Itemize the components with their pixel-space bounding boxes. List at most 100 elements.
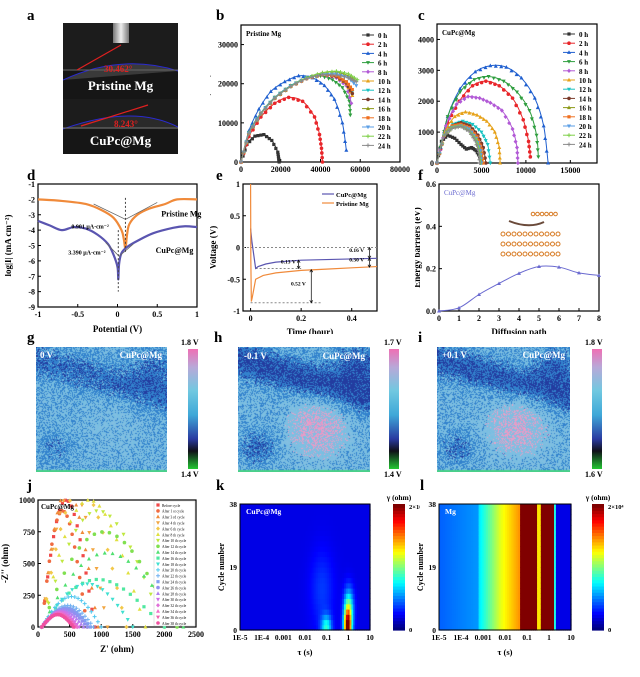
heatmap-cell xyxy=(347,588,351,594)
heatmap-cell xyxy=(514,624,517,631)
heatmap-cell xyxy=(305,577,308,584)
heatmap-cell xyxy=(467,535,470,542)
heatmap-cell xyxy=(484,551,487,558)
heatmap-cell xyxy=(491,614,495,621)
heatmap-cell xyxy=(316,572,319,579)
heatmap-cell xyxy=(467,504,470,510)
heatmap-cell xyxy=(357,509,360,516)
heatmap-cell xyxy=(368,577,371,584)
heatmap-cell xyxy=(452,509,455,516)
heatmap-cell xyxy=(280,598,284,605)
heatmap-cell xyxy=(321,624,325,631)
heatmap-cell xyxy=(537,530,540,537)
data-point xyxy=(274,146,278,151)
heatmap-cell xyxy=(440,540,444,547)
heatmap-cell xyxy=(323,509,327,516)
heatmap-cell xyxy=(241,582,245,589)
heatmap-cell xyxy=(366,556,369,563)
heatmap-cell xyxy=(514,514,517,521)
heatmap-cell xyxy=(508,582,512,589)
heatmap-cell xyxy=(318,598,321,605)
heatmap-cell xyxy=(347,603,351,610)
heatmap-cell xyxy=(535,546,538,552)
heatmap-cell xyxy=(288,514,291,521)
heatmap-cell xyxy=(516,603,519,610)
data-point xyxy=(464,127,469,132)
heatmap-cell xyxy=(521,514,525,521)
heatmap-cell xyxy=(249,530,252,537)
data-point xyxy=(437,151,442,156)
heatmap-cell xyxy=(472,530,476,537)
heatmap-cell xyxy=(501,609,504,615)
heatmap-cell xyxy=(284,530,288,537)
heatmap-cell xyxy=(273,588,276,594)
chart-b-nyquist-pristine: 0200004000060000800000100002000030000Z' … xyxy=(210,24,410,174)
heatmap-cell xyxy=(318,624,321,631)
heatmap-cell xyxy=(308,593,312,600)
data-point xyxy=(349,101,354,106)
heatmap-cell xyxy=(478,598,482,605)
heatmap-cell xyxy=(465,525,468,531)
data-point xyxy=(567,115,571,119)
heatmap-cell xyxy=(357,546,360,552)
heatmap-cell xyxy=(480,582,483,589)
heatmap-cell xyxy=(327,514,330,521)
heatmap-cell xyxy=(351,603,354,610)
heatmap-cell xyxy=(368,504,371,510)
mg-atom xyxy=(528,231,533,237)
heatmap-cell xyxy=(493,509,497,516)
heatmap-cell xyxy=(254,530,258,537)
heatmap-cell xyxy=(295,551,299,558)
heatmap-cell xyxy=(484,588,487,594)
heatmap-cell xyxy=(493,540,497,547)
tangent-line xyxy=(80,104,149,127)
heatmap-cell xyxy=(282,567,286,573)
x-tick-label: 1000 xyxy=(93,630,109,639)
data-point xyxy=(366,97,370,102)
data-point xyxy=(80,501,85,505)
heatmap-cell xyxy=(349,593,353,600)
data-point xyxy=(291,96,296,101)
heatmap-cell xyxy=(360,556,364,563)
heatmap-cell xyxy=(512,514,516,521)
heatmap-cell xyxy=(491,593,495,600)
x-tick-label: 1E-4 xyxy=(254,633,269,642)
heatmap-cell xyxy=(557,577,561,584)
panel-label-k: k xyxy=(216,478,225,494)
heatmap-cell xyxy=(501,598,504,605)
heatmap-cell xyxy=(355,530,358,537)
heatmap-cell xyxy=(555,556,559,563)
heatmap-cell xyxy=(327,619,330,626)
heatmap-cell xyxy=(495,525,499,531)
heatmap-cell xyxy=(288,530,291,537)
heatmap-cell xyxy=(457,546,461,552)
data-point xyxy=(72,611,77,616)
data-point xyxy=(472,78,477,82)
heatmap-cell xyxy=(284,561,288,568)
heatmap-cell xyxy=(506,535,510,542)
heatmap-cell xyxy=(334,577,338,584)
colorbar-max-g: 1.8 V xyxy=(181,338,199,347)
heatmap-cell xyxy=(439,593,442,600)
heatmap-cell xyxy=(351,551,354,558)
data-point xyxy=(288,84,293,89)
heatmap-cell xyxy=(527,525,531,531)
heatmap-cell xyxy=(476,614,480,621)
heatmap-cell xyxy=(306,504,310,510)
heatmap-cell xyxy=(544,614,548,621)
heatmap-cell xyxy=(266,593,269,600)
heatmap-cell xyxy=(497,504,500,510)
heatmap-cell xyxy=(484,509,487,516)
data-point xyxy=(71,604,76,609)
heatmap-cell xyxy=(452,519,455,526)
heatmap-cell xyxy=(508,561,512,568)
heatmap-cell xyxy=(542,598,546,605)
heatmap-cell xyxy=(249,540,252,547)
heatmap-cell xyxy=(510,624,514,631)
heatmap-cell xyxy=(305,504,308,510)
heatmap-cell xyxy=(247,619,250,626)
data-point xyxy=(461,144,465,148)
heatmap-cell xyxy=(327,609,330,615)
heatmap-cell xyxy=(323,598,327,605)
colorbar-segment xyxy=(393,570,405,574)
